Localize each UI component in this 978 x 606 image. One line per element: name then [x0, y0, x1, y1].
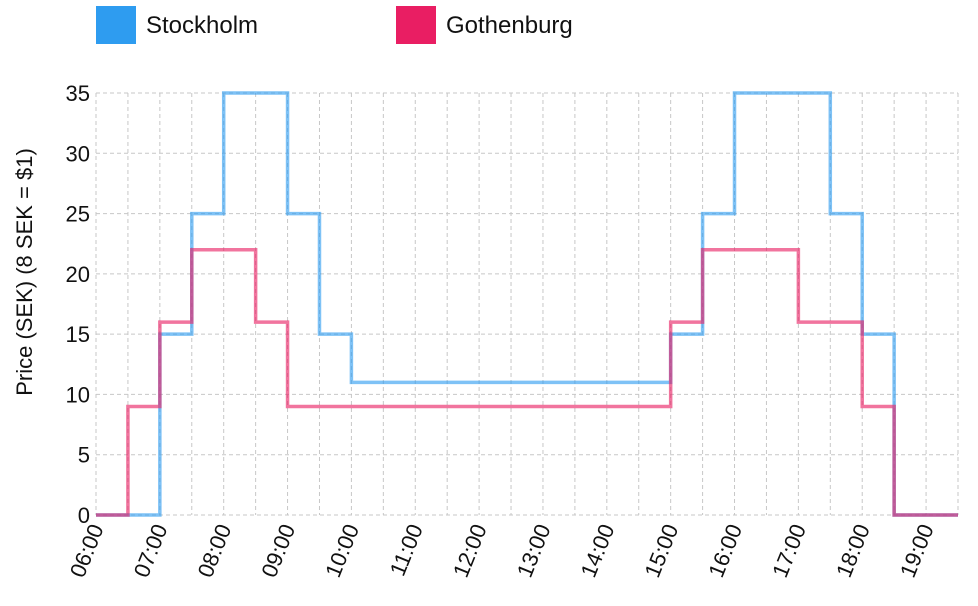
series-line-stockholm — [96, 91, 958, 517]
y-tick-label: 20 — [66, 262, 90, 287]
x-tick-label: 19:00 — [895, 521, 939, 581]
y-axis-title: Price (SEK) (8 SEK = $1) — [12, 148, 37, 396]
legend-swatch-gothenburg — [396, 6, 436, 44]
y-tick-label: 25 — [66, 202, 90, 227]
x-tick-label: 11:00 — [385, 521, 428, 580]
series-line-gothenburg — [96, 247, 958, 517]
x-tick-label: 16:00 — [703, 521, 747, 581]
x-tick-label: 08:00 — [193, 521, 237, 581]
x-tick-label: 18:00 — [831, 521, 875, 581]
y-axis-ticks: 0 5 10 15 20 25 30 35 — [66, 81, 90, 528]
x-tick-label: 17:00 — [767, 521, 811, 581]
legend-label-gothenburg: Gothenburg — [446, 12, 573, 39]
legend-swatch-stockholm — [96, 6, 136, 44]
x-tick-label: 13:00 — [512, 521, 556, 581]
x-tick-label: 07:00 — [129, 521, 173, 581]
x-tick-label: 06:00 — [65, 521, 109, 581]
series-layer — [96, 91, 958, 517]
x-tick-label: 09:00 — [256, 521, 300, 581]
y-tick-label: 30 — [66, 141, 90, 166]
legend-label-stockholm: Stockholm — [146, 12, 258, 39]
legend: Stockholm Gothenburg — [96, 6, 573, 44]
y-tick-label: 5 — [78, 443, 90, 468]
x-tick-label: 10:00 — [320, 521, 364, 581]
x-tick-label: 12:00 — [448, 521, 492, 581]
y-tick-label: 35 — [66, 81, 90, 106]
y-tick-label: 0 — [78, 503, 90, 528]
x-tick-label: 15:00 — [639, 521, 683, 581]
x-tick-label: 14:00 — [576, 521, 620, 581]
x-axis-ticks: 06:00 07:00 08:00 09:00 10:00 11:00 12:00 13:00… — [65, 521, 939, 581]
grid — [95, 92, 959, 516]
y-tick-label: 15 — [66, 322, 90, 347]
y-tick-label: 10 — [66, 382, 90, 407]
